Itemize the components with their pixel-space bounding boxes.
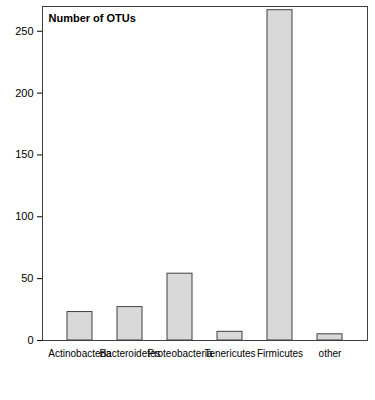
svg-text:Bacteroidetes: Bacteroidetes [99,347,161,359]
svg-text:250: 250 [15,25,33,37]
svg-text:other: other [319,348,342,359]
svg-text:Proteobacteria: Proteobacteria [147,348,212,359]
svg-text:50: 50 [21,272,33,284]
svg-text:Tenericutes: Tenericutes [204,348,255,359]
svg-text:Number of OTUs: Number of OTUs [49,12,136,24]
svg-text:Firmicutes: Firmicutes [257,348,303,359]
svg-text:150: 150 [15,148,33,160]
svg-text:0: 0 [27,334,33,346]
svg-text:Actinobacteria: Actinobacteria [48,347,112,359]
svg-text:200: 200 [15,87,33,99]
svg-text:100: 100 [15,210,33,222]
